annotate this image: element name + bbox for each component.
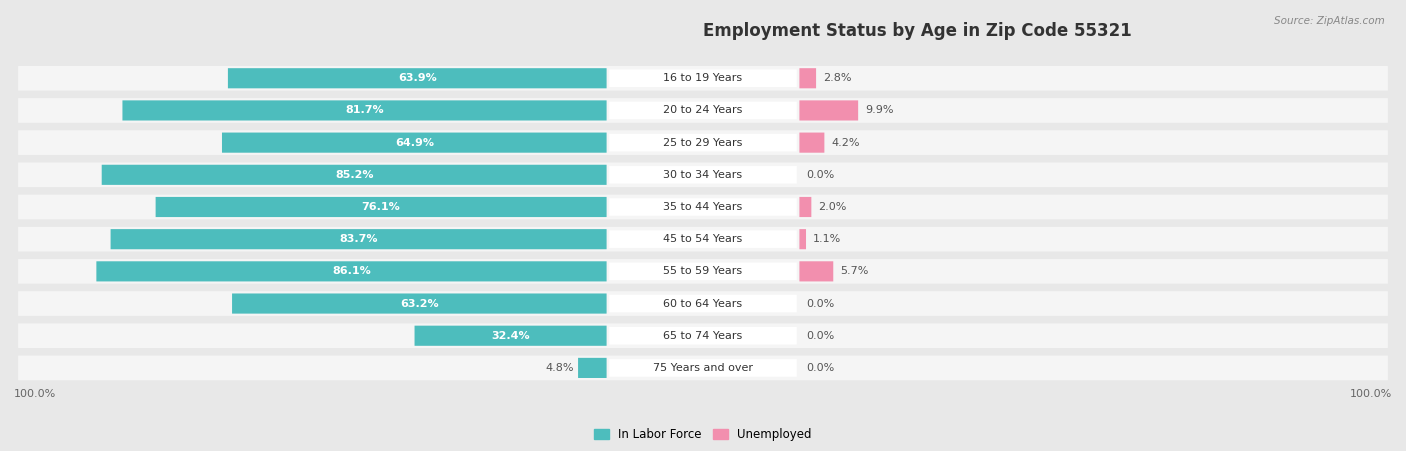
FancyBboxPatch shape — [18, 355, 1388, 380]
Text: 2.0%: 2.0% — [818, 202, 846, 212]
FancyBboxPatch shape — [232, 294, 606, 313]
FancyBboxPatch shape — [122, 101, 606, 120]
FancyBboxPatch shape — [222, 133, 606, 153]
FancyBboxPatch shape — [18, 98, 1388, 123]
FancyBboxPatch shape — [111, 229, 606, 249]
Text: 32.4%: 32.4% — [491, 331, 530, 341]
FancyBboxPatch shape — [800, 261, 834, 281]
Text: 45 to 54 Years: 45 to 54 Years — [664, 234, 742, 244]
Text: 60 to 64 Years: 60 to 64 Years — [664, 299, 742, 308]
Text: 85.2%: 85.2% — [335, 170, 374, 180]
FancyBboxPatch shape — [609, 198, 797, 216]
FancyBboxPatch shape — [18, 323, 1388, 348]
FancyBboxPatch shape — [18, 162, 1388, 187]
Text: 0.0%: 0.0% — [807, 170, 835, 180]
FancyBboxPatch shape — [18, 195, 1388, 219]
Text: 75 Years and over: 75 Years and over — [652, 363, 754, 373]
Text: 86.1%: 86.1% — [332, 267, 371, 276]
Text: 20 to 24 Years: 20 to 24 Years — [664, 106, 742, 115]
Text: Source: ZipAtlas.com: Source: ZipAtlas.com — [1274, 16, 1385, 26]
Text: 63.9%: 63.9% — [398, 73, 437, 83]
FancyBboxPatch shape — [18, 130, 1388, 155]
Text: 1.1%: 1.1% — [813, 234, 841, 244]
Text: 64.9%: 64.9% — [395, 138, 434, 147]
FancyBboxPatch shape — [97, 261, 606, 281]
Text: 55 to 59 Years: 55 to 59 Years — [664, 267, 742, 276]
Text: 4.2%: 4.2% — [831, 138, 859, 147]
Text: 16 to 19 Years: 16 to 19 Years — [664, 73, 742, 83]
Text: 100.0%: 100.0% — [14, 389, 56, 399]
FancyBboxPatch shape — [228, 68, 606, 88]
Text: 9.9%: 9.9% — [865, 106, 893, 115]
FancyBboxPatch shape — [800, 133, 824, 153]
Text: Employment Status by Age in Zip Code 55321: Employment Status by Age in Zip Code 553… — [703, 23, 1132, 41]
Text: 83.7%: 83.7% — [339, 234, 378, 244]
FancyBboxPatch shape — [800, 68, 815, 88]
Text: 100.0%: 100.0% — [1350, 389, 1392, 399]
Legend: In Labor Force, Unemployed: In Labor Force, Unemployed — [589, 423, 817, 446]
FancyBboxPatch shape — [18, 66, 1388, 91]
FancyBboxPatch shape — [18, 227, 1388, 252]
Text: 0.0%: 0.0% — [807, 331, 835, 341]
Text: 2.8%: 2.8% — [823, 73, 852, 83]
FancyBboxPatch shape — [609, 101, 797, 119]
FancyBboxPatch shape — [609, 262, 797, 280]
FancyBboxPatch shape — [609, 69, 797, 87]
FancyBboxPatch shape — [800, 229, 806, 249]
Text: 0.0%: 0.0% — [807, 299, 835, 308]
FancyBboxPatch shape — [800, 101, 858, 120]
Text: 0.0%: 0.0% — [807, 363, 835, 373]
FancyBboxPatch shape — [609, 327, 797, 345]
FancyBboxPatch shape — [609, 359, 797, 377]
FancyBboxPatch shape — [18, 291, 1388, 316]
FancyBboxPatch shape — [609, 166, 797, 184]
FancyBboxPatch shape — [609, 134, 797, 152]
Text: 25 to 29 Years: 25 to 29 Years — [664, 138, 742, 147]
Text: 76.1%: 76.1% — [361, 202, 401, 212]
FancyBboxPatch shape — [156, 197, 606, 217]
Text: 5.7%: 5.7% — [841, 267, 869, 276]
FancyBboxPatch shape — [578, 358, 606, 378]
FancyBboxPatch shape — [101, 165, 606, 185]
FancyBboxPatch shape — [415, 326, 606, 346]
Text: 65 to 74 Years: 65 to 74 Years — [664, 331, 742, 341]
FancyBboxPatch shape — [609, 295, 797, 313]
Text: 35 to 44 Years: 35 to 44 Years — [664, 202, 742, 212]
FancyBboxPatch shape — [800, 197, 811, 217]
Text: 4.8%: 4.8% — [546, 363, 574, 373]
Text: 81.7%: 81.7% — [346, 106, 384, 115]
Text: 30 to 34 Years: 30 to 34 Years — [664, 170, 742, 180]
FancyBboxPatch shape — [18, 259, 1388, 284]
FancyBboxPatch shape — [609, 230, 797, 248]
Text: 63.2%: 63.2% — [401, 299, 439, 308]
